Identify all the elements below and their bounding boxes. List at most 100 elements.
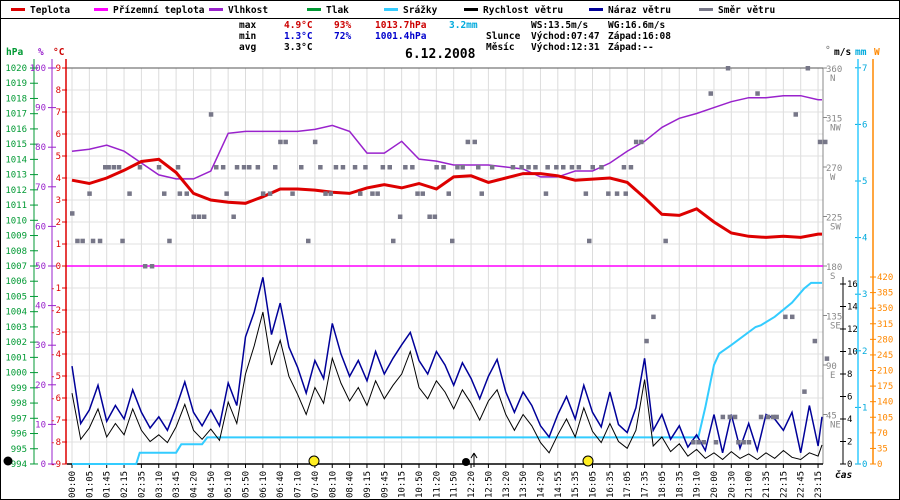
svg-text:18:35: 18:35	[675, 471, 685, 498]
legend-swatch-icon	[209, 8, 223, 11]
temperature-axis-unit: °C	[53, 47, 65, 58]
legend-item-label: Vlhkost	[228, 5, 269, 16]
legend-item-8: Směr větru	[699, 5, 775, 16]
svg-text:05:10: 05:10	[224, 471, 234, 498]
svg-text:00:00: 00:00	[68, 471, 78, 498]
stat-min-humidity: 72%	[334, 31, 352, 42]
svg-text:SW: SW	[830, 223, 841, 233]
svg-text:1000: 1000	[5, 369, 27, 379]
svg-text:14:55: 14:55	[554, 471, 564, 498]
svg-text:2: 2	[847, 438, 852, 448]
svg-text:19:10: 19:10	[693, 471, 703, 498]
stat-min-label: min	[239, 31, 257, 42]
svg-text:13:20: 13:20	[502, 471, 512, 498]
svg-text:4: 4	[847, 415, 852, 425]
svg-text:5: 5	[862, 177, 867, 187]
svg-text:210: 210	[877, 367, 893, 377]
svg-text:16: 16	[847, 280, 858, 290]
legend-item-5: Srážky	[384, 5, 437, 16]
svg-text:03:45: 03:45	[172, 471, 182, 498]
svg-text:9: 9	[56, 64, 61, 74]
sunset-16-08-icon	[582, 455, 594, 467]
sun-label: Slunce	[486, 31, 521, 42]
svg-text:225: 225	[826, 214, 842, 224]
svg-text:1006: 1006	[5, 277, 27, 287]
svg-text:11:20: 11:20	[432, 471, 442, 498]
svg-text:12:20: 12:20	[467, 471, 477, 498]
svg-text:-1: -1	[50, 284, 61, 294]
wind-direction-markers	[70, 66, 830, 445]
svg-text:1011: 1011	[5, 201, 27, 211]
svg-text:105: 105	[877, 413, 893, 423]
legend-item-label: Teplota	[30, 5, 71, 16]
svg-text:5: 5	[56, 152, 61, 162]
svg-text:280: 280	[877, 335, 893, 345]
svg-text:1019: 1019	[5, 79, 27, 89]
svg-text:1: 1	[56, 240, 61, 250]
svg-text:10:50: 10:50	[415, 471, 425, 498]
svg-text:997: 997	[11, 414, 27, 424]
legend-item-1: Teplota	[11, 5, 70, 16]
moonrise-12-31-icon	[462, 458, 470, 466]
svg-text:21:35: 21:35	[762, 471, 772, 498]
svg-text:NW: NW	[830, 124, 841, 134]
svg-text:03:10: 03:10	[155, 471, 165, 498]
legend-item-2: Přízemní teplota	[94, 5, 205, 16]
svg-text:60: 60	[35, 222, 46, 232]
legend-separator	[1, 18, 899, 19]
svg-text:10:15: 10:15	[398, 471, 408, 498]
svg-text:270: 270	[826, 164, 842, 174]
moonset-time: Západ:--	[608, 42, 654, 53]
svg-text:14:20: 14:20	[536, 471, 546, 498]
precip-axis-unit: mm	[855, 47, 867, 58]
svg-text:-5: -5	[50, 372, 61, 382]
stat-max-humidity: 93%	[334, 20, 352, 31]
moonrise-time: Východ:12:31	[531, 42, 600, 53]
svg-text:13:50: 13:50	[519, 471, 529, 498]
svg-text:NE: NE	[830, 421, 841, 431]
svg-text:06:40: 06:40	[276, 471, 286, 498]
legend-item-label: Přízemní teplota	[113, 5, 205, 16]
sunrise-time: Východ:07:47	[531, 31, 600, 42]
svg-text:21:00: 21:00	[745, 471, 755, 498]
svg-text:1015: 1015	[5, 140, 27, 150]
svg-text:09:15: 09:15	[363, 471, 373, 498]
temperature-line	[71, 157, 822, 239]
svg-text:180: 180	[826, 263, 842, 273]
moon-label: Měsíc	[486, 42, 515, 53]
svg-text:315: 315	[826, 115, 842, 125]
svg-text:999: 999	[11, 384, 27, 394]
svg-text:135: 135	[826, 313, 842, 323]
svg-text:100: 100	[30, 64, 46, 74]
svg-text:07:40: 07:40	[311, 471, 321, 498]
svg-text:6: 6	[847, 393, 852, 403]
svg-text:6: 6	[862, 120, 867, 130]
svg-text:-7: -7	[50, 416, 61, 426]
svg-text:09:45: 09:45	[380, 471, 390, 498]
svg-text:1: 1	[862, 403, 867, 413]
svg-text:08:10: 08:10	[328, 471, 338, 498]
legend-item-label: Rychlost větru	[483, 5, 564, 16]
svg-text:1014: 1014	[5, 155, 27, 165]
svg-text:12:50: 12:50	[484, 471, 494, 498]
svg-text:0: 0	[862, 460, 867, 470]
svg-text:17:05: 17:05	[623, 471, 633, 498]
legend-swatch-icon	[589, 8, 603, 11]
svg-text:E: E	[830, 371, 835, 381]
svg-text:90: 90	[35, 104, 46, 114]
svg-text:2: 2	[862, 347, 867, 357]
stat-max-pressure: 1013.7hPa	[375, 20, 427, 31]
svg-text:04:50: 04:50	[207, 471, 217, 498]
svg-text:1012: 1012	[5, 186, 27, 196]
svg-text:16:35: 16:35	[606, 471, 616, 498]
legend-item-4: Tlak	[307, 5, 349, 16]
stat-avg-temp: 3.3°C	[284, 42, 313, 53]
stat-max-label: max	[239, 20, 257, 31]
svg-text:8: 8	[847, 370, 852, 380]
svg-text:420: 420	[877, 273, 893, 283]
svg-text:1013: 1013	[5, 171, 27, 181]
svg-text:1005: 1005	[5, 292, 27, 302]
pressure-axis-unit: hPa	[6, 47, 24, 58]
svg-text:02:15: 02:15	[120, 471, 130, 498]
